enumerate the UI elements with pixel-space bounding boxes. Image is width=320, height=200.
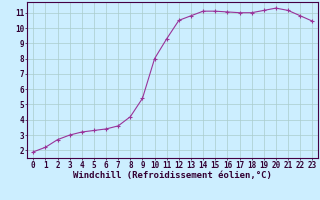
X-axis label: Windchill (Refroidissement éolien,°C): Windchill (Refroidissement éolien,°C)	[73, 171, 272, 180]
